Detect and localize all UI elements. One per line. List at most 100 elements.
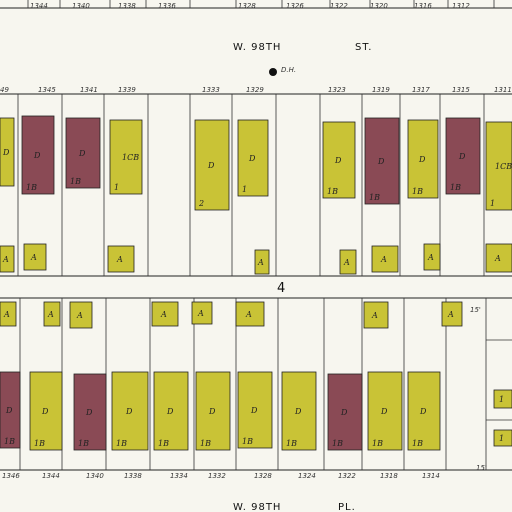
building-code: D <box>33 151 41 160</box>
dwelling-brick <box>327 373 363 451</box>
shed <box>23 243 47 271</box>
address-number: 1345 <box>38 86 56 94</box>
dwelling <box>153 371 189 451</box>
building-code: 1CB <box>495 162 512 171</box>
building-code: D <box>2 148 10 157</box>
story-mark: 1B <box>412 187 423 196</box>
building-code: A <box>160 310 167 319</box>
building-code: A <box>76 311 83 320</box>
address-number-north: 1338 <box>118 2 136 10</box>
address-number: 1323 <box>328 86 346 94</box>
shed <box>235 301 265 327</box>
address-number-north: 1322 <box>330 2 348 10</box>
story-mark: 2 <box>198 199 204 208</box>
bottom-street-suffix: PL. <box>338 502 356 512</box>
building-code: 1CB <box>122 153 139 162</box>
dwelling <box>109 119 143 195</box>
frontage-label: 15' <box>470 306 481 314</box>
address-number: 1329 <box>246 86 264 94</box>
story-mark: 1B <box>78 439 89 448</box>
building-code: D <box>125 407 133 416</box>
story-mark: 1B <box>158 439 169 448</box>
building-code: D <box>166 407 174 416</box>
address-number-north: 1312 <box>452 2 470 10</box>
dwelling <box>322 121 356 199</box>
story-mark: 1B <box>200 439 211 448</box>
street-lines <box>0 7 512 471</box>
labels: D D 1B D 1B 1CB 1 D 2 D 1 D 1B D 1B D 1B D 1B 1CB 1 A A A A A A A A A… <box>0 2 512 480</box>
address-number-north: 1336 <box>158 2 176 10</box>
address-number: 1338 <box>124 472 142 480</box>
dwelling <box>281 371 317 451</box>
address-number: 1333 <box>202 86 220 94</box>
story-mark: 1B <box>332 439 343 448</box>
dwelling <box>237 119 269 197</box>
address-number: 1311 <box>494 86 512 94</box>
building-code: D <box>248 154 256 163</box>
building-code: A <box>47 310 54 319</box>
shed <box>339 249 357 275</box>
top-street-suffix: ST. <box>355 42 372 53</box>
address-number: 1339 <box>118 86 136 94</box>
building-code: D <box>380 407 388 416</box>
dwelling-brick <box>445 117 481 195</box>
address-number: 1346 <box>2 472 20 480</box>
address-number: 1318 <box>380 472 398 480</box>
dwelling <box>485 121 512 211</box>
story-mark: 1B <box>450 183 461 192</box>
building-code: A <box>343 258 350 267</box>
marker-dot-icon <box>269 68 277 76</box>
address-number: 1319 <box>372 86 390 94</box>
dwelling <box>111 371 149 451</box>
shed <box>69 301 93 329</box>
building-code: D <box>250 406 258 415</box>
address-number: 1314 <box>422 472 440 480</box>
story-mark: 1B <box>327 187 338 196</box>
address-number: 1324 <box>298 472 316 480</box>
story-mark: 1B <box>116 439 127 448</box>
building-code: D <box>334 156 342 165</box>
dwelling <box>367 371 403 451</box>
building-code: 1 <box>499 434 504 443</box>
building-code: A <box>197 309 204 318</box>
story-mark: 1B <box>372 439 383 448</box>
building-code: A <box>3 310 10 319</box>
address-number: 1332 <box>208 472 226 480</box>
building-code: D <box>418 155 426 164</box>
building-code: A <box>427 253 434 262</box>
story-mark: 1B <box>26 183 37 192</box>
bottom-street-name: W. 98TH <box>233 502 281 512</box>
building-code: A <box>245 310 252 319</box>
address-number: 1328 <box>254 472 272 480</box>
shed <box>151 301 179 327</box>
building-code: D <box>458 152 466 161</box>
story-mark: 1B <box>34 439 45 448</box>
address-number-north: 1316 <box>414 2 432 10</box>
address-number: 1317 <box>412 86 430 94</box>
building-code: A <box>30 253 37 262</box>
dwelling-brick <box>0 371 21 449</box>
building-code: 1 <box>499 395 504 404</box>
shed <box>371 245 399 273</box>
story-mark: 1B <box>4 437 15 446</box>
address-number-north: 1320 <box>370 2 388 10</box>
address-number: 1322 <box>338 472 356 480</box>
dwelling <box>0 117 15 187</box>
building-code: A <box>2 255 9 264</box>
buildings <box>0 115 512 451</box>
dwelling-brick <box>73 373 107 451</box>
story-mark: 1 <box>490 199 495 208</box>
dwelling <box>29 371 63 451</box>
building-code: D <box>41 407 49 416</box>
building-code: D <box>78 149 86 158</box>
shed <box>423 243 441 271</box>
building-code: A <box>116 255 123 264</box>
building-code: D <box>85 408 93 417</box>
frontage-label-bottom: 15' <box>476 464 487 472</box>
building-code: D <box>294 407 302 416</box>
address-number: 1334 <box>170 472 188 480</box>
address-number-north: 1328 <box>238 2 256 10</box>
dwelling <box>407 371 441 451</box>
